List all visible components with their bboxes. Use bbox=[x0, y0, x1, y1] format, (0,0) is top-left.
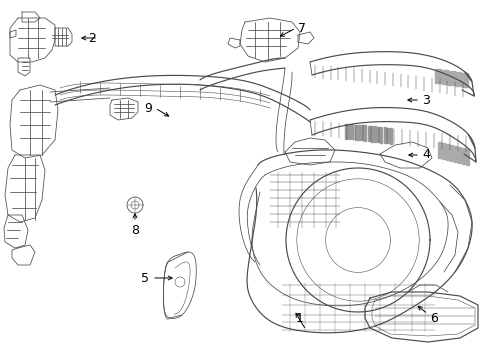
Text: 7: 7 bbox=[298, 22, 306, 35]
Polygon shape bbox=[351, 124, 353, 139]
Polygon shape bbox=[462, 73, 465, 86]
Polygon shape bbox=[364, 126, 367, 141]
Polygon shape bbox=[358, 125, 360, 140]
Polygon shape bbox=[361, 125, 363, 140]
Text: 4: 4 bbox=[422, 148, 430, 162]
Polygon shape bbox=[450, 145, 453, 161]
Polygon shape bbox=[455, 72, 458, 86]
Polygon shape bbox=[458, 72, 461, 86]
Polygon shape bbox=[374, 126, 376, 142]
Polygon shape bbox=[454, 146, 457, 162]
Polygon shape bbox=[345, 123, 347, 139]
Text: 2: 2 bbox=[88, 31, 96, 45]
Polygon shape bbox=[458, 147, 461, 163]
Polygon shape bbox=[438, 142, 441, 158]
Polygon shape bbox=[368, 126, 369, 141]
Polygon shape bbox=[448, 71, 451, 85]
Text: 9: 9 bbox=[144, 102, 152, 114]
Polygon shape bbox=[435, 69, 438, 83]
Polygon shape bbox=[387, 128, 389, 143]
Text: 8: 8 bbox=[131, 224, 139, 237]
Polygon shape bbox=[465, 73, 468, 87]
Polygon shape bbox=[452, 71, 455, 85]
Text: 3: 3 bbox=[422, 94, 430, 107]
Polygon shape bbox=[348, 124, 350, 139]
Polygon shape bbox=[355, 125, 357, 140]
Text: 6: 6 bbox=[430, 311, 438, 324]
Polygon shape bbox=[377, 127, 379, 142]
Polygon shape bbox=[390, 128, 392, 144]
Polygon shape bbox=[380, 127, 382, 143]
Polygon shape bbox=[439, 69, 441, 83]
Polygon shape bbox=[442, 143, 445, 159]
Polygon shape bbox=[441, 70, 444, 84]
Polygon shape bbox=[466, 149, 469, 166]
Polygon shape bbox=[371, 126, 373, 141]
Polygon shape bbox=[445, 70, 448, 84]
Polygon shape bbox=[384, 127, 386, 143]
Text: 5: 5 bbox=[141, 271, 149, 284]
Polygon shape bbox=[462, 148, 465, 164]
Polygon shape bbox=[446, 144, 449, 160]
Text: 1: 1 bbox=[296, 311, 304, 324]
